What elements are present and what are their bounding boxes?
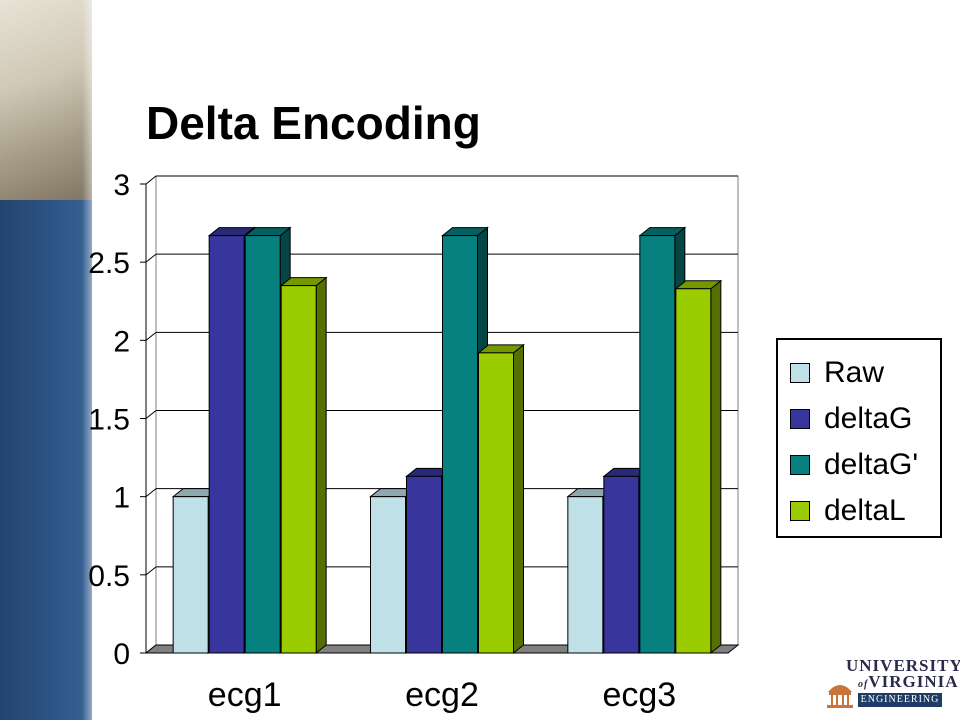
- bar-front: [244, 235, 281, 654]
- y-tick-label: 0: [113, 638, 130, 671]
- x-tick-label: ecg2: [405, 676, 479, 714]
- x-tick-label: ecg3: [602, 676, 676, 714]
- bar-side: [513, 343, 524, 655]
- legend-label: deltaG': [824, 448, 919, 481]
- y-tick-label: 3: [113, 169, 130, 202]
- y-tick-label: 0.5: [88, 560, 130, 593]
- y-tick-label: 1: [113, 482, 130, 515]
- y-tick-label: 2.5: [88, 247, 130, 280]
- legend-item: deltaG: [790, 402, 913, 435]
- gridline-depth: [145, 410, 157, 419]
- legend-label: deltaG: [824, 402, 913, 435]
- logo-virginia-word: VIRGINIA: [868, 672, 959, 691]
- legend-label: deltaL: [824, 494, 906, 527]
- legend-item: deltaG': [790, 448, 919, 481]
- bar-deltag-ecg3: [638, 226, 687, 655]
- bar-front: [442, 235, 478, 654]
- bar-front: [406, 475, 442, 654]
- legend-swatch: [790, 409, 810, 429]
- gridline-depth: [145, 566, 157, 576]
- y-tick-label: 2: [113, 325, 130, 358]
- bar-front: [172, 496, 209, 654]
- bar-deltal-ecg1: [279, 276, 328, 655]
- bar-front: [603, 475, 640, 654]
- gridline-depth: [145, 331, 157, 341]
- legend-swatch: [790, 501, 810, 521]
- gridline-depth: [145, 253, 157, 263]
- y-tick-label: 1.5: [88, 404, 130, 437]
- bar-front: [639, 235, 676, 654]
- sidebar-decoration: [0, 0, 104, 720]
- slide-title: Delta Encoding: [146, 97, 481, 149]
- bar-front: [567, 496, 604, 654]
- chart-legend: Raw deltaG deltaG' deltaL: [776, 338, 942, 538]
- logo-virginia-text: ofVIRGINIA: [858, 672, 959, 692]
- legend-item: Raw: [790, 356, 885, 389]
- legend-label: Raw: [824, 356, 885, 389]
- bar-front: [675, 288, 712, 654]
- bar-front: [280, 285, 317, 654]
- uva-engineering-logo: UNIVERSITY ofVIRGINIA ENGINEERING: [826, 656, 960, 712]
- bar-front: [370, 496, 406, 654]
- bar-front: [478, 352, 514, 654]
- legend-swatch: [790, 363, 810, 383]
- bars: [171, 226, 723, 655]
- x-tick-label: ecg1: [208, 676, 282, 714]
- gridline-depth: [145, 175, 157, 185]
- bar-side: [710, 279, 722, 655]
- tick-labels: 0 0.5 1 1.5 2 2.5 3 ecg1 ecg2 ecg3: [88, 169, 676, 714]
- bar-front: [208, 235, 245, 654]
- logo-of-text: of: [858, 679, 869, 690]
- legend-item: deltaL: [790, 494, 906, 527]
- bar-deltal-ecg2: [477, 343, 525, 655]
- bar-deltal-ecg3: [674, 279, 723, 655]
- rotunda-icon: [827, 685, 853, 708]
- logo-university-text: UNIVERSITY: [846, 656, 960, 675]
- sidebar-fade: [82, 0, 104, 720]
- logo-engineering-band: ENGINEERING: [858, 693, 942, 707]
- legend-swatch: [790, 455, 810, 475]
- gridline-depth: [145, 488, 157, 498]
- rotunda-column-photo: [0, 0, 92, 200]
- bar-side: [315, 276, 327, 655]
